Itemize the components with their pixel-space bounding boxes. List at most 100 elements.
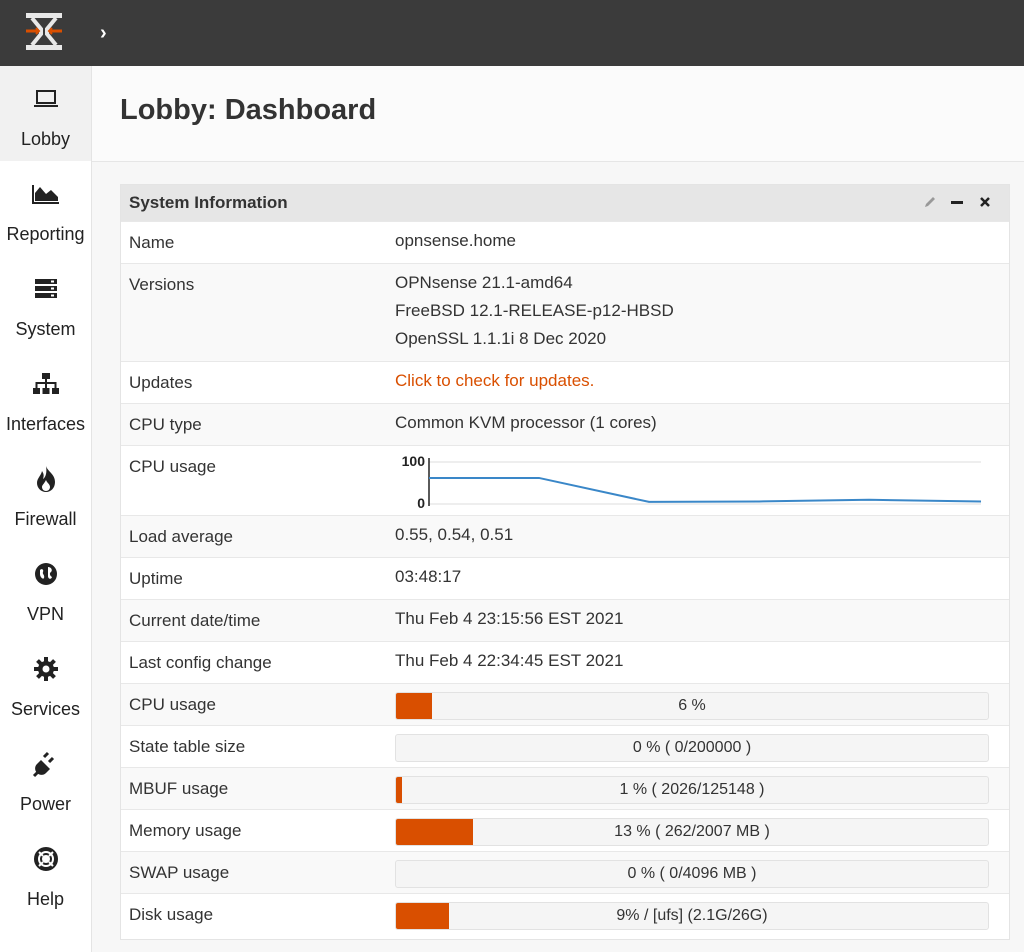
row-label: Load average [129, 527, 233, 546]
row-label: SWAP usage [129, 863, 230, 882]
progress-text: 6 % [678, 697, 706, 714]
sitemap-icon [0, 371, 91, 397]
main-content: Lobby: Dashboard System Information Name… [92, 66, 1024, 952]
y-axis-min-label: 0 [417, 495, 425, 511]
disk-progress-bar: 9% / [ufs] (2.1G/26G) [395, 902, 989, 930]
row-label: MBUF usage [129, 779, 229, 798]
row-label: Current date/time [129, 611, 261, 630]
sidebar-item-label: System [15, 319, 76, 339]
table-row-cpu-bar: CPU usage 6 % [121, 683, 1009, 725]
chart-series [428, 476, 982, 503]
area-chart-icon [0, 181, 91, 207]
progress-fill [396, 777, 402, 803]
pencil-icon[interactable] [921, 193, 939, 211]
progress-text: 1 % ( 2026/125148 ) [619, 781, 765, 798]
row-value: 03:48:17 [395, 567, 462, 586]
sidebar-item-services[interactable]: Services [0, 636, 91, 731]
table-row-swap: SWAP usage 0 % ( 0/4096 MB ) [121, 851, 1009, 893]
table-row-name: Name opnsense.home [121, 221, 1009, 263]
top-navbar: › [0, 0, 1024, 66]
sidebar-item-help[interactable]: Help [0, 826, 91, 921]
progress-text: 0 % ( 0/200000 ) [632, 739, 752, 756]
table-row-datetime: Current date/time Thu Feb 4 23:15:56 EST… [121, 599, 1009, 641]
table-row-updates: Updates Click to check for updates. [121, 361, 1009, 403]
row-value: Common KVM processor (1 cores) [395, 413, 657, 432]
row-label: Disk usage [129, 905, 214, 924]
sidebar-item-label: Firewall [14, 509, 77, 529]
cpu-usage-progress-bar: 6 % [395, 692, 989, 720]
progress-text: 0 % ( 0/4096 MB ) [627, 865, 757, 882]
table-row-cpu-type: CPU type Common KVM processor (1 cores) [121, 403, 1009, 445]
sidebar-item-reporting[interactable]: Reporting [0, 161, 91, 256]
state-table-progress-bar: 0 % ( 0/200000 ) [395, 734, 989, 762]
check-updates-link[interactable]: Click to check for updates. [395, 371, 595, 390]
sidebar-item-vpn[interactable]: VPN [0, 541, 91, 636]
progress-fill [396, 693, 432, 719]
opnsense-logo-icon[interactable] [24, 11, 66, 53]
widget-header: System Information [121, 185, 1009, 221]
version-line: FreeBSD 12.1-RELEASE-p12-HBSD [395, 301, 674, 320]
mbuf-progress-bar: 1 % ( 2026/125148 ) [395, 776, 989, 804]
sidebar-item-label: Reporting [6, 224, 85, 244]
row-label: CPU usage [129, 695, 216, 714]
page-title: Lobby: Dashboard [120, 94, 377, 126]
sidebar-item-label: Help [26, 889, 65, 909]
laptop-icon [0, 86, 91, 112]
table-row-uptime: Uptime 03:48:17 [121, 557, 1009, 599]
cog-icon [0, 656, 91, 682]
table-row-disk: Disk usage 9% / [ufs] (2.1G/26G) [121, 893, 1009, 939]
row-label: Updates [129, 373, 193, 392]
swap-progress-bar: 0 % ( 0/4096 MB ) [395, 860, 989, 888]
progress-fill [396, 903, 450, 929]
table-row-state-table: State table size 0 % ( 0/200000 ) [121, 725, 1009, 767]
row-label: Uptime [129, 569, 183, 588]
row-label: Last config change [129, 653, 272, 672]
server-icon [0, 276, 91, 302]
version-line: OpenSSL 1.1.1i 8 Dec 2020 [395, 329, 607, 348]
plug-icon [0, 751, 91, 778]
close-icon[interactable] [976, 193, 994, 211]
row-label: CPU type [129, 415, 202, 434]
row-value: opnsense.home [395, 231, 516, 250]
fire-icon [0, 466, 91, 492]
table-row-memory: Memory usage 13 % ( 262/2007 MB ) [121, 809, 1009, 851]
table-row-mbuf: MBUF usage 1 % ( 2026/125148 ) [121, 767, 1009, 809]
table-row-config: Last config change Thu Feb 4 22:34:45 ES… [121, 641, 1009, 683]
row-label: Name [129, 233, 175, 252]
page-header: Lobby: Dashboard [92, 66, 1024, 162]
sidebar-item-label: Interfaces [5, 414, 86, 434]
life-ring-icon [0, 846, 91, 872]
version-line: OPNsense 21.1-amd64 [395, 273, 573, 292]
chevron-right-icon[interactable]: › [100, 22, 107, 44]
cpu-usage-line [429, 476, 982, 503]
sidebar-item-interfaces[interactable]: Interfaces [0, 351, 91, 446]
memory-progress-bar: 13 % ( 262/2007 MB ) [395, 818, 989, 846]
row-label: State table size [129, 737, 246, 756]
y-axis-max-label: 100 [402, 453, 426, 469]
row-label: Memory usage [129, 821, 242, 840]
widget-title: System Information [129, 193, 288, 212]
sidebar-item-system[interactable]: System [0, 256, 91, 351]
table-row-versions: Versions OPNsense 21.1-amd64 FreeBSD 12.… [121, 263, 1009, 361]
progress-text: 9% / [ufs] (2.1G/26G) [616, 907, 768, 924]
globe-icon [0, 561, 91, 587]
sidebar-item-label: Lobby [20, 129, 71, 149]
row-label: Versions [129, 275, 195, 294]
system-information-widget: System Information Name opnsense.home Ve… [120, 184, 1010, 940]
table-row-load: Load average 0.55, 0.54, 0.51 [121, 515, 1009, 557]
sidebar-item-label: Services [10, 699, 81, 719]
sidebar-item-power[interactable]: Power [0, 731, 91, 826]
minimize-icon[interactable] [948, 193, 966, 211]
sidebar-item-firewall[interactable]: Firewall [0, 446, 91, 541]
progress-fill [396, 819, 473, 845]
row-value: Thu Feb 4 22:34:45 EST 2021 [395, 651, 624, 670]
row-value-versions: OPNsense 21.1-amd64 FreeBSD 12.1-RELEASE… [395, 269, 674, 353]
progress-text: 13 % ( 262/2007 MB ) [614, 823, 770, 840]
sidebar: Lobby Reporting System Interfaces Firewa… [0, 66, 92, 952]
row-value: 0.55, 0.54, 0.51 [395, 525, 514, 544]
row-label: CPU usage [129, 457, 216, 476]
sidebar-item-label: Power [19, 794, 72, 814]
sidebar-item-label: VPN [26, 604, 64, 624]
sidebar-item-lobby[interactable]: Lobby [0, 66, 91, 161]
row-value: Thu Feb 4 23:15:56 EST 2021 [395, 609, 624, 628]
